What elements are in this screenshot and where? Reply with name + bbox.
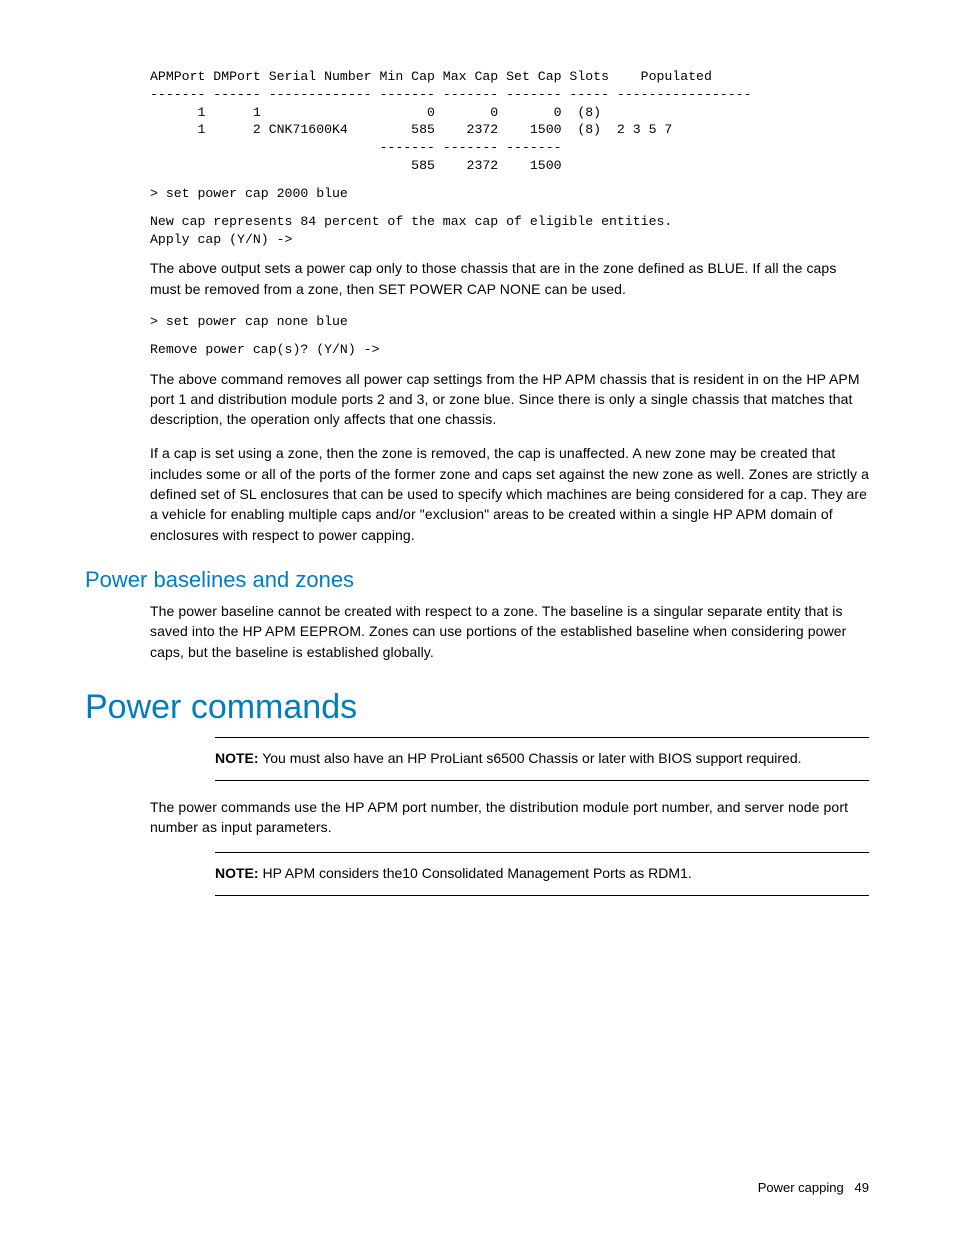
heading-power-commands: Power commands (85, 688, 869, 727)
note-text: You must also have an HP ProLiant s6500 … (259, 750, 802, 766)
footer-section: Power capping (758, 1180, 844, 1195)
note-label: NOTE: (215, 865, 262, 881)
paragraph-remove-desc: The above command removes all power cap … (150, 369, 869, 430)
paragraph-baseline-desc: The power baseline cannot be created wit… (150, 601, 869, 662)
code-block-remove-cap: Remove power cap(s)? (Y/N) -> (150, 341, 869, 359)
code-block-table: APMPort DMPort Serial Number Min Cap Max… (150, 68, 869, 175)
document-page: APMPort DMPort Serial Number Min Cap Max… (0, 0, 954, 1235)
note-label: NOTE: (215, 750, 259, 766)
paragraph-blue-zone: The above output sets a power cap only t… (150, 258, 869, 299)
footer-page-number: 49 (855, 1180, 869, 1195)
code-block-apply-cap: New cap represents 84 percent of the max… (150, 213, 869, 249)
paragraph-power-cmd-desc: The power commands use the HP APM port n… (150, 797, 869, 838)
paragraph-zone-desc: If a cap is set using a zone, then the z… (150, 443, 869, 544)
heading-baselines: Power baselines and zones (85, 567, 869, 593)
note-block-rdm: NOTE: HP APM considers the10 Consolidate… (215, 852, 869, 896)
note-text: HP APM considers the10 Consolidated Mana… (262, 865, 691, 881)
page-footer: Power capping 49 (758, 1180, 869, 1195)
code-block-set-none: > set power cap none blue (150, 313, 869, 331)
code-block-set-2000: > set power cap 2000 blue (150, 185, 869, 203)
note-block-bios: NOTE: You must also have an HP ProLiant … (215, 737, 869, 781)
